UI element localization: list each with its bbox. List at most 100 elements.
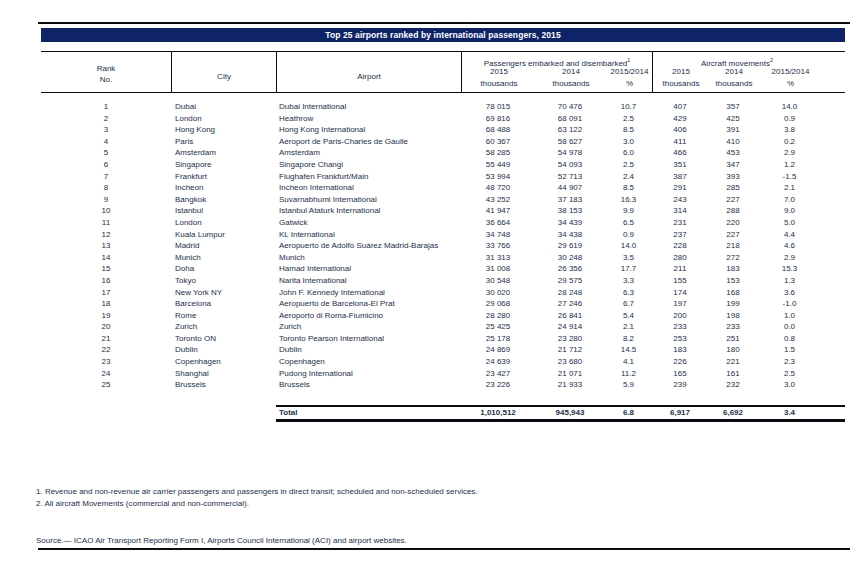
cell: 34 438 [535, 229, 605, 241]
cell: 1.2 [758, 159, 845, 171]
total-passengers-2014: 945,943 [535, 407, 605, 419]
passengers-group-title: Passengers embarked and disembarked1 [462, 52, 652, 66]
passengers-year-row: 2015 2014 2015/2014 [462, 66, 652, 78]
table-row: 21Toronto ONToronto Pearson Internationa… [41, 333, 845, 345]
cell: 13 [41, 240, 171, 252]
cell: 227 [708, 229, 758, 241]
col-header-airport: Airport [276, 52, 461, 92]
cell: 21 933 [535, 379, 605, 391]
passengers-ratio-label: 2015/2014 [606, 66, 653, 78]
cell: 24 [41, 368, 171, 380]
cell: Doha [171, 263, 276, 275]
col-header-aircraft-group: Aircraft movements2 2015 2014 2015/2014 … [652, 52, 845, 92]
cell: 199 [708, 298, 758, 310]
cell: Brussels [276, 379, 461, 391]
cell: Aeropuerto de Barcelona-El Prat [276, 298, 461, 310]
cell: 24 639 [461, 356, 535, 368]
cell: Aeroporto di Roma-Fiumicino [276, 310, 461, 322]
cell: 44 907 [535, 182, 605, 194]
cell: Kuala Lumpur [171, 229, 276, 241]
table-row: 7FrankfurtFlughafen Frankfurt/Main53 994… [41, 171, 845, 183]
table-title: Top 25 airports ranked by international … [325, 30, 561, 40]
cell: 0.9 [758, 113, 845, 125]
cell: 52 713 [535, 171, 605, 183]
cell: 14.0 [605, 240, 652, 252]
cell: 168 [708, 287, 758, 299]
cell: 174 [652, 287, 708, 299]
cell: 78 015 [461, 101, 535, 113]
cell: 6.7 [605, 298, 652, 310]
cell: 5 [41, 147, 171, 159]
cell: 233 [708, 321, 758, 333]
cell: 3.0 [605, 136, 652, 148]
cell: 183 [652, 344, 708, 356]
cell: Dubai International [276, 101, 461, 113]
cell: 197 [652, 298, 708, 310]
cell: 2 [41, 113, 171, 125]
cell: Dublin [276, 344, 461, 356]
cell: 23 427 [461, 368, 535, 380]
cell: 183 [708, 263, 758, 275]
cell: 23 226 [461, 379, 535, 391]
cell: 29 619 [535, 240, 605, 252]
cell: 43 252 [461, 194, 535, 206]
cell: 16.3 [605, 194, 652, 206]
cell: 3 [41, 124, 171, 136]
airport-label: Airport [357, 72, 381, 81]
cell: 58 627 [535, 136, 605, 148]
cell: 2.3 [758, 356, 845, 368]
cell: 6.3 [605, 287, 652, 299]
cell: Munich [276, 252, 461, 264]
cell: Bangkok [171, 194, 276, 206]
cell: 3.3 [605, 275, 652, 287]
cell: 29 068 [461, 298, 535, 310]
table-row: 25BrusselsBrussels23 22621 9335.92392323… [41, 379, 845, 391]
cell: London [171, 217, 276, 229]
cell: 34 748 [461, 229, 535, 241]
cell: 6 [41, 159, 171, 171]
cell: 466 [652, 147, 708, 159]
cell: 30 020 [461, 287, 535, 299]
cell: 2.4 [605, 171, 652, 183]
cell: 231 [652, 217, 708, 229]
table-row: 3Hong KongHong Kong International68 4886… [41, 124, 845, 136]
cell: 406 [652, 124, 708, 136]
cell: 18 [41, 298, 171, 310]
total-passengers-2015: 1,010,512 [461, 407, 535, 419]
cell: 3.0 [758, 379, 845, 391]
cell: Madrid [171, 240, 276, 252]
cell: 211 [652, 263, 708, 275]
cell: 21 712 [535, 344, 605, 356]
cell: 239 [652, 379, 708, 391]
city-label: City [217, 72, 231, 81]
cell: 70 476 [535, 101, 605, 113]
table-row: 6SingaporeSingapore Changi55 44954 0932.… [41, 159, 845, 171]
cell: 31 008 [461, 263, 535, 275]
cell: 38 153 [535, 205, 605, 217]
cell: 3.6 [758, 287, 845, 299]
airports-table: Rank No. City Airport Passengers embarke… [41, 51, 845, 422]
cell: Pudong International [276, 368, 461, 380]
cell: 9.9 [605, 205, 652, 217]
document-page: Top 25 airports ranked by international … [0, 0, 858, 569]
cell: 63 122 [535, 124, 605, 136]
footnote-2: 2. All aircraft Movements (commercial an… [36, 498, 478, 510]
cell: 5.9 [605, 379, 652, 391]
table-row: 2LondonHeathrow69 81668 0912.54294250.9 [41, 113, 845, 125]
cell: 2.5 [605, 113, 652, 125]
cell: 251 [708, 333, 758, 345]
cell: Istanbul [171, 205, 276, 217]
cell: 8.2 [605, 333, 652, 345]
cell: Flughafen Frankfurt/Main [276, 171, 461, 183]
aircraft-footnote-marker: 2 [770, 57, 773, 63]
cell: 243 [652, 194, 708, 206]
cell: 36 664 [461, 217, 535, 229]
table-header: Rank No. City Airport Passengers embarke… [41, 51, 845, 93]
cell: 161 [708, 368, 758, 380]
table-row: 20ZurichZurich25 42524 9142.12332330.0 [41, 321, 845, 333]
cell: Toronto ON [171, 333, 276, 345]
passengers-2014-label: 2014 [536, 66, 606, 78]
cell: 314 [652, 205, 708, 217]
total-passengers-ratio: 6.8 [605, 407, 652, 419]
cell: 11.2 [605, 368, 652, 380]
